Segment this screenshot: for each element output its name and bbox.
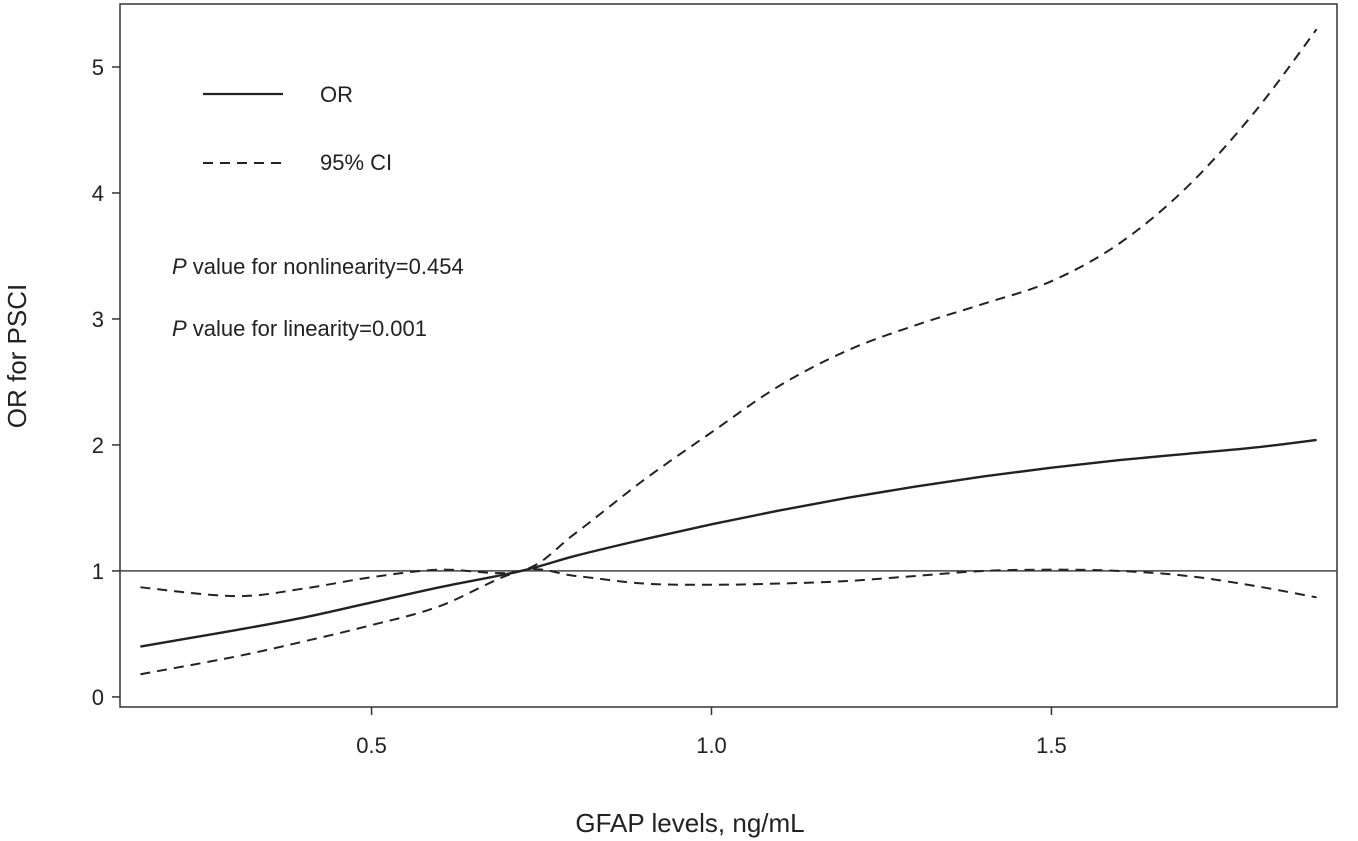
y-tick-label: 3 [92, 307, 104, 332]
y-tick-label: 0 [92, 685, 104, 710]
x-axis-title: GFAP levels, ng/mL [575, 808, 804, 838]
x-tick-label: 1.0 [696, 733, 727, 758]
x-axis-ticks: 0.5 1.0 1.5 [356, 707, 1067, 758]
legend-label-or: OR [320, 82, 353, 107]
y-tick-label: 5 [92, 55, 104, 80]
series-line-or [140, 438, 1317, 648]
annotation-linearity-italic: P [172, 316, 187, 341]
annotation-nonlinearity-text: value for nonlinearity=0.454 [187, 254, 464, 279]
annotation-linearity-text: value for linearity=0.001 [187, 316, 427, 341]
y-axis-ticks: 0 1 2 3 4 5 [92, 55, 120, 710]
series-line-95-ci-upper [140, 28, 1318, 598]
legend-label-ci: 95% CI [320, 150, 392, 175]
series-line-95-ci-lower [140, 568, 1317, 676]
annotation-nonlinearity-italic: P [172, 254, 187, 279]
plot-frame [119, 3, 1338, 708]
annotation-linearity: P value for linearity=0.001 [172, 316, 427, 341]
x-tick-label: 0.5 [356, 733, 387, 758]
x-tick-label: 1.5 [1036, 733, 1067, 758]
annotation-nonlinearity: P value for nonlinearity=0.454 [172, 254, 464, 279]
y-axis-title: OR for PSCI [2, 284, 32, 428]
y-tick-label: 1 [92, 559, 104, 584]
y-tick-label: 4 [92, 181, 104, 206]
series-layer [140, 28, 1318, 676]
y-tick-label: 2 [92, 433, 104, 458]
legend: OR 95% CI [203, 82, 392, 175]
